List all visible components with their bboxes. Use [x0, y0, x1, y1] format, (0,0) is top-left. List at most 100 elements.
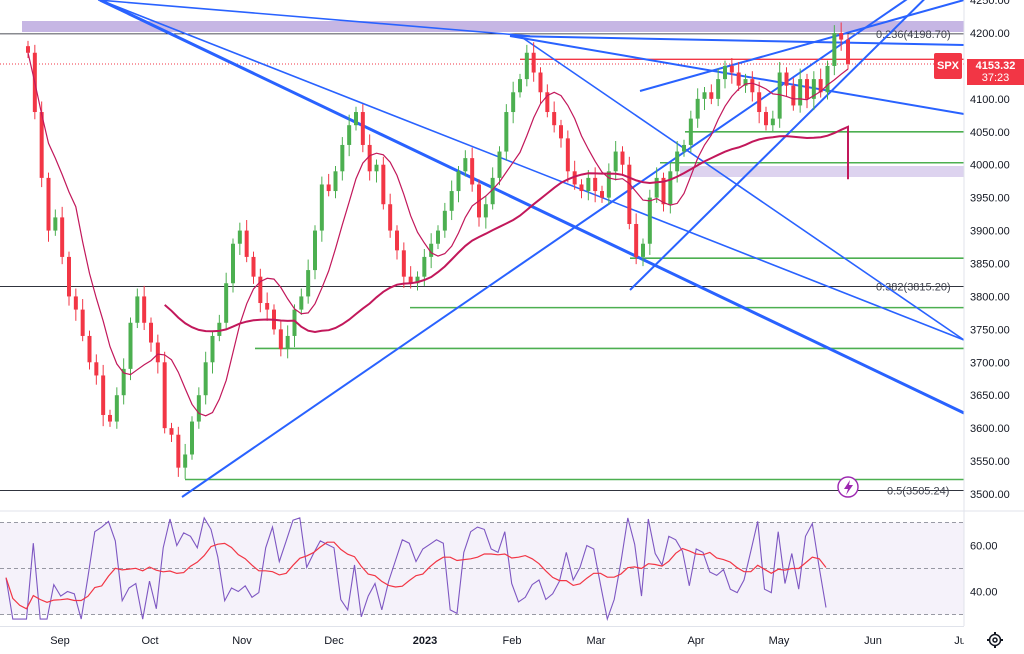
candle-body	[600, 191, 604, 198]
candle-body	[46, 177, 51, 231]
candle-body	[695, 98, 700, 119]
slow-ma-line	[164, 125, 849, 334]
candle-body	[326, 184, 331, 192]
candle-body	[436, 230, 440, 244]
candle-body	[360, 112, 365, 145]
candle-body	[647, 197, 652, 244]
time-tick: Apr	[687, 635, 704, 647]
lightning-icon[interactable]	[837, 476, 859, 498]
candle-body	[764, 112, 768, 126]
rsi-ma-line	[5, 541, 827, 610]
candle-body	[716, 79, 721, 99]
candle-body	[832, 33, 837, 66]
candle-body	[135, 296, 140, 323]
countdown-label: 37:23	[981, 72, 1010, 84]
symbol-tag-label: SPX	[936, 60, 959, 72]
candle-body	[319, 184, 324, 231]
candle-body	[60, 217, 65, 257]
candle-body	[634, 223, 639, 257]
candle-body	[251, 256, 256, 277]
candle-body	[237, 230, 242, 244]
candle-body	[333, 171, 338, 192]
gear-icon[interactable]	[986, 631, 1004, 649]
candle-body	[846, 39, 850, 64]
candle-body	[757, 92, 762, 113]
trendline	[97, 0, 531, 37]
candle-body	[39, 112, 44, 178]
candle-body	[429, 243, 434, 257]
candle-body	[374, 164, 379, 172]
candle-body	[777, 72, 782, 119]
candle-body	[53, 217, 58, 231]
candle-body	[108, 414, 112, 422]
candle-body	[401, 250, 406, 277]
candle-body	[627, 164, 632, 224]
candle-body	[449, 191, 454, 211]
price-axis: 4250.004200.004150.004100.004050.004000.…	[963, 0, 1010, 626]
rsi-pane: 60.00 40.00	[0, 510, 1024, 622]
candle-body	[839, 33, 844, 40]
candle-body	[770, 118, 775, 126]
candle-body	[518, 79, 522, 93]
candle-body	[791, 85, 796, 106]
price-tick: 3800.00	[970, 291, 1010, 303]
candle-body	[231, 243, 235, 284]
candle-body	[367, 144, 372, 172]
fast-ma-line	[27, 52, 849, 417]
candle-body	[606, 171, 611, 198]
candle-body	[565, 138, 570, 172]
candle-body	[641, 243, 645, 257]
trendline	[519, 35, 965, 341]
candle-body	[169, 428, 174, 435]
price-tick: 3650.00	[970, 390, 1010, 402]
price-tick: 3550.00	[970, 456, 1010, 468]
candle-body	[354, 112, 358, 126]
candle-body	[572, 171, 577, 185]
time-axis[interactable]: Sep Oct Nov Dec 2023 Feb Mar Apr May Jun Ju	[0, 626, 964, 654]
candle-body	[162, 362, 167, 429]
candle-body	[258, 276, 263, 304]
rsi-tick: 40.00	[970, 587, 998, 599]
candle-body	[524, 52, 529, 80]
fib-label: 0.236(4198.70)	[876, 29, 951, 41]
candle-body	[80, 309, 85, 336]
price-tick: 3900.00	[970, 226, 1010, 238]
price-tick: 3850.00	[970, 259, 1010, 271]
candle-body	[579, 184, 584, 192]
candle-body	[511, 92, 516, 113]
symbol-tag: SPX	[934, 53, 962, 79]
candle-body	[545, 92, 550, 113]
candle-body	[415, 276, 420, 284]
trendline	[639, 0, 965, 92]
candle-body	[586, 177, 591, 192]
price-tick: 4250.00	[970, 0, 1010, 7]
candle-body	[183, 454, 188, 468]
candle-body	[121, 368, 126, 396]
candle-body	[688, 118, 693, 145]
price-tick: 4100.00	[970, 94, 1010, 106]
candle-body	[661, 177, 666, 205]
time-tick: Dec	[324, 635, 344, 647]
candle-body	[142, 296, 147, 323]
candle-body	[798, 79, 803, 106]
price-tick: 4000.00	[970, 160, 1010, 172]
price-tick: 3950.00	[970, 193, 1010, 205]
candle-body	[26, 46, 30, 53]
time-tick: Nov	[232, 635, 252, 647]
candle-body	[101, 375, 106, 415]
candle-body	[244, 230, 249, 257]
price-tick: 4200.00	[970, 28, 1010, 40]
candle-body	[620, 151, 625, 165]
time-tick: Feb	[503, 635, 522, 647]
candle-body	[190, 421, 194, 455]
candle-body	[176, 434, 181, 468]
rsi-line	[5, 516, 827, 622]
candle-body	[750, 79, 755, 93]
candle-body	[593, 177, 598, 192]
candle-body	[784, 72, 789, 86]
candle-body	[613, 151, 618, 172]
price-tick: 3750.00	[970, 324, 1010, 336]
candle-body	[743, 79, 748, 86]
candle-body	[531, 52, 536, 73]
